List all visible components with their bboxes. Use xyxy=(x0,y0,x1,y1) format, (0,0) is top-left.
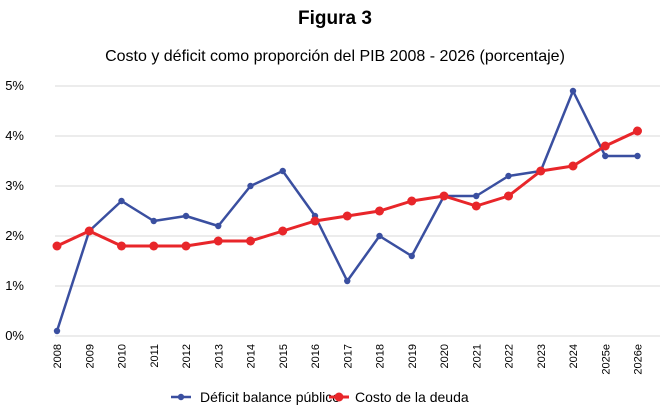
x-tick-label: 2015 xyxy=(278,344,290,368)
x-tick-label: 2025e xyxy=(600,344,612,375)
data-point-costo-deuda xyxy=(568,161,578,171)
data-point-deficit xyxy=(602,152,609,160)
data-point-costo-deuda xyxy=(375,206,384,216)
x-tick-label: 2022 xyxy=(504,344,516,368)
data-point-deficit xyxy=(247,182,254,190)
y-tick-label: 3% xyxy=(5,178,24,193)
data-point-deficit xyxy=(53,327,61,335)
y-tick-label: 1% xyxy=(5,278,24,293)
x-tick-label: 2017 xyxy=(342,344,354,368)
data-point-costo-deuda xyxy=(246,236,255,246)
y-tick-label: 5% xyxy=(5,78,24,93)
x-tick-label: 2008 xyxy=(52,344,64,368)
data-point-costo-deuda xyxy=(342,211,352,221)
x-tick-label: 2018 xyxy=(375,344,387,368)
legend-marker xyxy=(177,393,185,401)
x-tick-label: 2020 xyxy=(439,344,451,368)
y-tick-label: 2% xyxy=(5,228,24,243)
data-point-costo-deuda xyxy=(278,226,288,236)
x-tick-label: 2026e xyxy=(633,344,645,375)
data-point-costo-deuda xyxy=(504,191,513,201)
data-point-deficit xyxy=(376,232,383,240)
x-tick-label: 2013 xyxy=(213,344,225,368)
x-tick-label: 2011 xyxy=(149,344,161,368)
data-point-deficit xyxy=(150,217,157,225)
figure-label: Figura 3 xyxy=(298,8,372,29)
data-point-deficit xyxy=(118,197,125,205)
data-point-costo-deuda xyxy=(52,241,62,251)
data-point-deficit xyxy=(569,87,577,95)
x-tick-label: 2014 xyxy=(246,344,258,368)
data-point-costo-deuda xyxy=(471,201,481,211)
data-point-costo-deuda xyxy=(439,191,449,201)
x-tick-label: 2009 xyxy=(84,344,96,368)
data-point-deficit xyxy=(505,172,512,180)
data-point-deficit xyxy=(182,212,190,220)
data-point-costo-deuda xyxy=(600,141,610,151)
data-point-deficit xyxy=(215,222,222,230)
y-tick-label: 0% xyxy=(5,328,24,343)
data-point-costo-deuda xyxy=(213,236,223,246)
x-tick-label: 2021 xyxy=(471,344,483,368)
data-point-costo-deuda xyxy=(310,216,320,226)
data-point-costo-deuda xyxy=(407,196,417,206)
data-point-costo-deuda xyxy=(84,226,94,236)
x-tick-label: 2023 xyxy=(536,344,548,368)
chart-title: Costo y déficit como proporción del PIB … xyxy=(105,48,565,65)
data-point-deficit xyxy=(344,277,351,285)
x-tick-label: 2024 xyxy=(568,344,580,368)
data-point-costo-deuda xyxy=(149,241,159,251)
legend-label: Costo de la deuda xyxy=(355,389,469,405)
x-tick-label: 2012 xyxy=(181,344,193,368)
data-point-deficit xyxy=(473,192,480,200)
x-tick-label: 2016 xyxy=(310,344,322,368)
data-point-costo-deuda xyxy=(117,241,126,251)
legend-label: Déficit balance público xyxy=(200,389,340,405)
data-point-deficit xyxy=(634,152,641,160)
data-point-costo-deuda xyxy=(633,126,642,136)
x-tick-label: 2019 xyxy=(407,344,419,368)
data-point-deficit xyxy=(408,252,415,260)
series-line-deficit xyxy=(55,89,638,332)
legend-marker xyxy=(334,392,344,402)
x-tick-label: 2010 xyxy=(117,344,129,368)
data-point-costo-deuda xyxy=(181,241,191,251)
data-point-deficit xyxy=(279,167,286,175)
y-tick-label: 4% xyxy=(5,128,24,143)
data-point-costo-deuda xyxy=(536,166,546,176)
